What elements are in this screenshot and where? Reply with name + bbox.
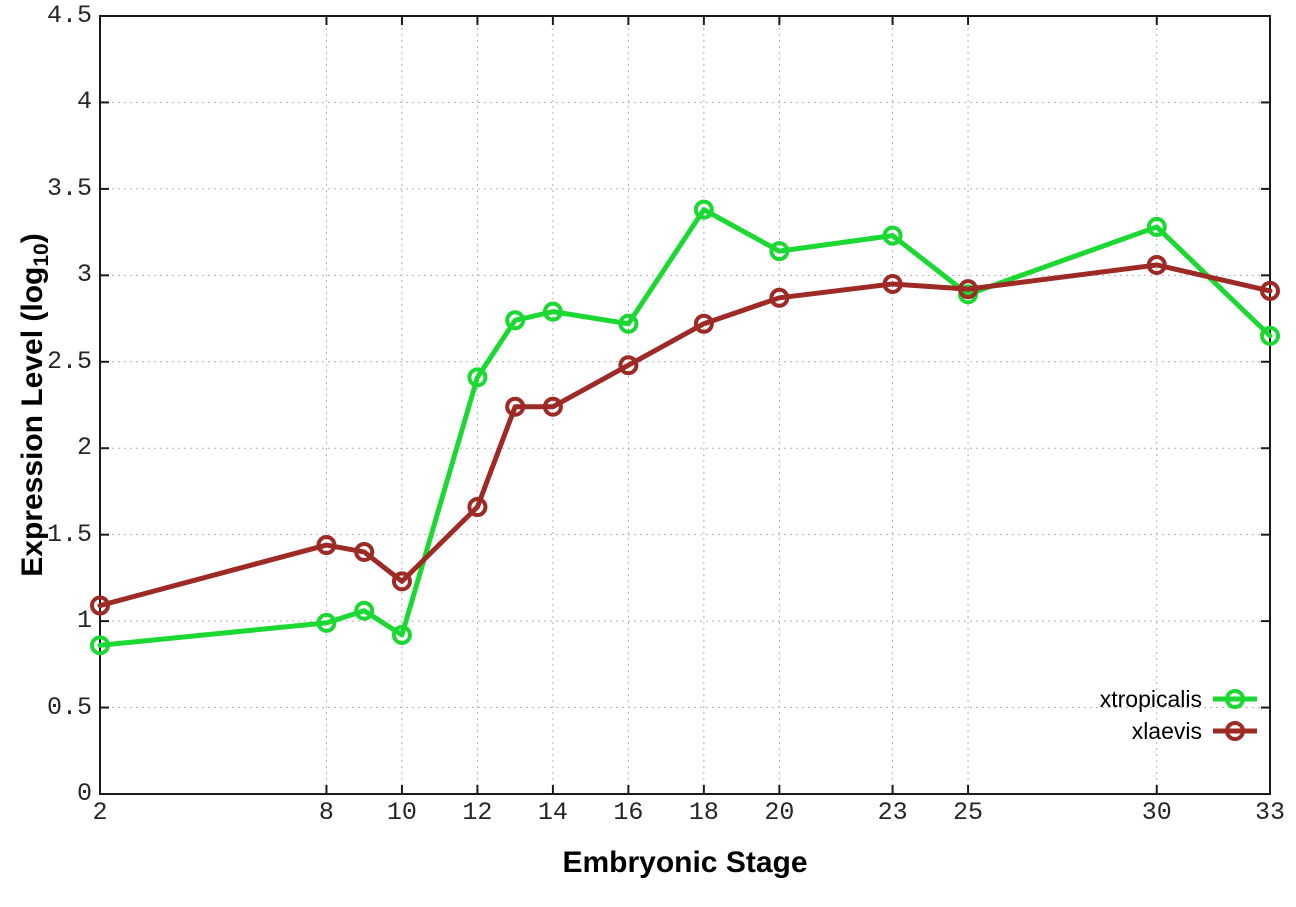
x-tick-label: 2	[92, 798, 108, 827]
data-point-xlaevis	[354, 541, 375, 562]
data-point-xtropicalis	[316, 612, 337, 633]
data-point-xlaevis	[391, 571, 412, 592]
data-point-xtropicalis	[391, 624, 412, 645]
data-point-xtropicalis	[1146, 216, 1167, 237]
data-point-xtropicalis	[1260, 325, 1280, 346]
plot-border	[99, 15, 1271, 795]
x-axis-title: Embryonic Stage	[562, 846, 808, 879]
y-tick-label: 3.5	[46, 173, 92, 203]
y-tick-label: 0.5	[46, 692, 92, 722]
x-tick-label: 12	[462, 798, 493, 827]
data-point-xtropicalis	[769, 241, 790, 262]
data-point-xlaevis	[505, 396, 526, 417]
y-tick-label: 1.5	[46, 519, 92, 549]
y-tick-label: 2	[76, 433, 92, 463]
legend: xtropicalis xlaevis	[1100, 683, 1258, 747]
y-tick-label: 3	[76, 260, 92, 290]
x-tick-label: 14	[537, 798, 568, 827]
data-point-xlaevis	[1146, 254, 1167, 275]
y-tick-label: 1	[76, 606, 92, 636]
x-tick-label: 18	[688, 798, 719, 827]
legend-label-xtropicalis: xtropicalis	[1099, 685, 1202, 712]
data-point-xtropicalis	[467, 367, 488, 388]
data-point-xtropicalis	[90, 635, 110, 656]
series-line-xlaevis	[97, 262, 1273, 609]
data-point-xlaevis	[618, 355, 639, 376]
legend-entry-xlaevis: xlaevis	[1100, 715, 1258, 747]
data-point-xtropicalis	[693, 199, 714, 220]
x-tick-label: 23	[877, 798, 908, 827]
data-point-xlaevis	[693, 313, 714, 334]
data-point-xtropicalis	[618, 313, 639, 334]
data-point-xlaevis	[90, 595, 110, 616]
y-tick-label: 4	[76, 87, 92, 117]
x-tick-label: 25	[953, 798, 984, 827]
data-point-xlaevis	[882, 273, 903, 294]
y-tick-label: 2.5	[46, 346, 92, 376]
y-tick-label: 0	[76, 779, 92, 808]
data-point-xtropicalis	[354, 600, 375, 621]
x-tick-label: 33	[1254, 798, 1285, 827]
x-tick-label: 20	[764, 798, 795, 827]
x-tick-label: 10	[386, 798, 417, 827]
data-point-xlaevis	[316, 535, 337, 556]
data-point-xlaevis	[958, 279, 979, 300]
data-point-xtropicalis	[542, 301, 563, 322]
data-point-xtropicalis	[505, 310, 526, 331]
legend-entry-xtropicalis: xtropicalis	[1100, 683, 1258, 715]
y-tick-label: 4.5	[46, 1, 92, 30]
x-tick-label: 8	[318, 798, 334, 827]
data-point-xlaevis	[769, 287, 790, 308]
data-point-xlaevis	[1260, 280, 1280, 301]
legend-marker-xtropicalis-icon	[1213, 689, 1257, 709]
data-point-xtropicalis	[882, 225, 903, 246]
data-point-xlaevis	[467, 497, 488, 518]
y-axis-title-suffix: )	[16, 233, 49, 244]
legend-label-xlaevis: xlaevis	[1131, 717, 1202, 744]
x-tick-label: 30	[1141, 798, 1172, 827]
data-point-xlaevis	[542, 396, 563, 417]
x-tick-label: 16	[613, 798, 644, 827]
legend-marker-xlaevis-icon	[1213, 721, 1257, 741]
